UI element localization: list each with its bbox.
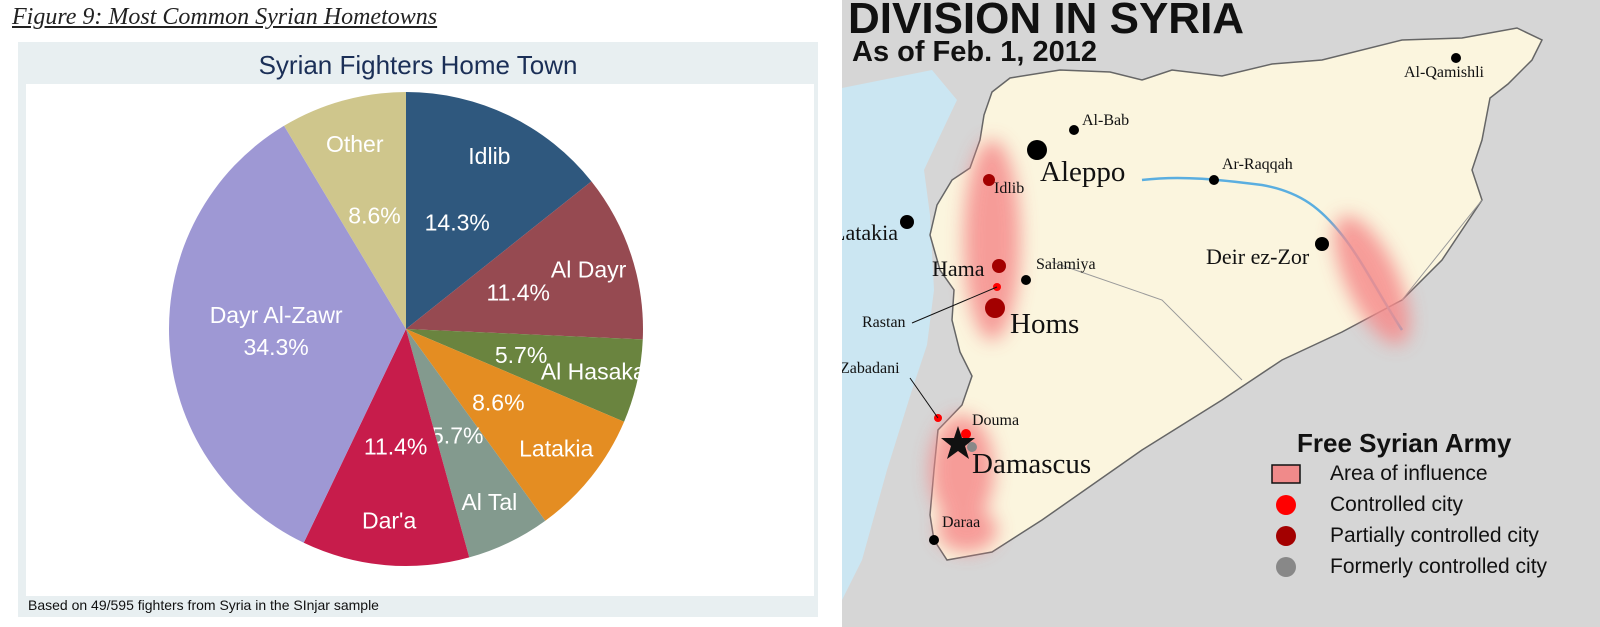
pie-chart-panel: Syrian Fighters Home Town Idlib 14.3% Al D… bbox=[18, 42, 818, 617]
city-dot-homs bbox=[985, 298, 1005, 318]
city-label-homs: Homs bbox=[1010, 308, 1080, 340]
city-label-daraa: Daraa bbox=[942, 514, 981, 531]
chart-title: Syrian Fighters Home Town bbox=[258, 50, 578, 80]
border-line-east bbox=[1401, 199, 1483, 301]
plot-area: Idlib 14.3% Al Dayr 11.4% Al Hasaka 5.7% Latak… bbox=[26, 84, 814, 596]
city-label-salamiya: Salamiya bbox=[1036, 256, 1096, 273]
city-label-idlib: Idlib bbox=[994, 180, 1025, 197]
zabadani-leader-line bbox=[909, 377, 939, 419]
city-label-al-bab: Al-Bab bbox=[1082, 112, 1130, 129]
pie-label-4: Al Tal bbox=[461, 489, 517, 515]
pie-slice-0 bbox=[406, 92, 592, 329]
pie-value-0: 14.3% bbox=[425, 210, 490, 236]
city-label-douma: Douma bbox=[972, 412, 1020, 429]
legend-swatch-former bbox=[1276, 557, 1296, 577]
legend-item-partial: Partially controlled city bbox=[1330, 524, 1539, 547]
legend-title: Free Syrian Army bbox=[1297, 428, 1512, 458]
city-dot-idlib bbox=[983, 174, 995, 186]
city-label-zabadani: Zabadani bbox=[842, 360, 900, 377]
pie-label-7: Other bbox=[326, 131, 384, 157]
pie-slice-2 bbox=[406, 329, 643, 422]
pie-slice-5 bbox=[303, 329, 470, 566]
pie-label-0: Idlib bbox=[468, 143, 510, 169]
city-markers bbox=[900, 53, 1461, 545]
pie-slice-6 bbox=[169, 125, 406, 543]
damascus-star-icon bbox=[941, 426, 975, 459]
pie-label-2: Al Hasaka bbox=[541, 358, 646, 384]
city-dot-latakia bbox=[900, 215, 914, 229]
pie-slice-3 bbox=[406, 329, 625, 521]
pie-label-6: Dayr Al-Zawr bbox=[210, 302, 343, 328]
city-label-rastan: Rastan bbox=[862, 314, 906, 331]
city-dot-daraa bbox=[929, 535, 939, 545]
city-label-latakia: Latakia bbox=[842, 220, 898, 245]
pie-slice-4 bbox=[406, 329, 546, 558]
city-dot-formerly bbox=[967, 442, 977, 452]
city-dot-al-qamishli bbox=[1451, 53, 1461, 63]
city-dot-al-bab bbox=[1069, 125, 1079, 135]
pie-value-1: 11.4% bbox=[486, 280, 550, 306]
city-label-deir-ez-zor: Deir ez-Zor bbox=[1206, 244, 1310, 269]
map-subtitle: As of Feb. 1, 2012 bbox=[852, 36, 1097, 68]
city-dot-aleppo bbox=[1027, 140, 1047, 160]
chart-note: Based on 49/595 fighters from Syria in t… bbox=[28, 597, 379, 613]
syria-map bbox=[842, 0, 1600, 627]
pie-value-3: 8.6% bbox=[472, 389, 524, 415]
legend-swatch-controlled bbox=[1276, 495, 1296, 515]
syria-land bbox=[929, 27, 1544, 561]
pie-label-5: Dar'a bbox=[362, 507, 416, 533]
city-dot-salamiya bbox=[1021, 275, 1031, 285]
pie-slice-1 bbox=[406, 181, 643, 340]
pie-label-1: Al Dayr bbox=[551, 257, 627, 283]
legend-swatch-partial bbox=[1276, 526, 1296, 546]
rastan-leader-line bbox=[911, 286, 998, 324]
pie-label-3: Latakia bbox=[519, 436, 593, 462]
influence-areas bbox=[930, 140, 1410, 552]
city-label-al-qamishli: Al-Qamishli bbox=[1404, 64, 1484, 81]
city-dot-ar-raqqah bbox=[1209, 175, 1219, 185]
pie-value-4: 5.7% bbox=[431, 422, 483, 448]
figure-caption: Figure 9: Most Common Syrian Hometowns bbox=[12, 4, 438, 30]
city-label-damascus: Damascus bbox=[972, 448, 1092, 480]
pie-value-7: 8.6% bbox=[348, 202, 400, 228]
pie-value-5: 11.4% bbox=[364, 434, 428, 460]
legend-item-area: Area of influence bbox=[1330, 462, 1488, 485]
legend-swatch-area bbox=[1271, 464, 1301, 484]
pie-slice-7 bbox=[284, 92, 406, 329]
syria-map-panel: DIVISION IN SYRIA As of Feb. 1, 2012 Ale… bbox=[842, 0, 1600, 627]
city-label-aleppo: Aleppo bbox=[1040, 156, 1126, 188]
border-line bbox=[1051, 261, 1243, 381]
city-label-ar-raqqah: Ar-Raqqah bbox=[1222, 156, 1293, 173]
map-legend-swatches bbox=[1271, 464, 1301, 577]
legend-item-controlled: Controlled city bbox=[1330, 493, 1464, 516]
city-dot-deir-ez-zor bbox=[1315, 237, 1329, 251]
mediterranean-sea bbox=[842, 70, 957, 600]
city-dot-hama bbox=[992, 259, 1006, 273]
city-label-hama: Hama bbox=[932, 256, 985, 281]
pie-value-6: 34.3% bbox=[244, 334, 309, 360]
legend-item-former: Formerly controlled city bbox=[1330, 555, 1548, 578]
map-title: DIVISION IN SYRIA bbox=[848, 0, 1245, 43]
city-dot-douma bbox=[961, 429, 971, 439]
pie-value-2: 5.7% bbox=[495, 342, 547, 368]
